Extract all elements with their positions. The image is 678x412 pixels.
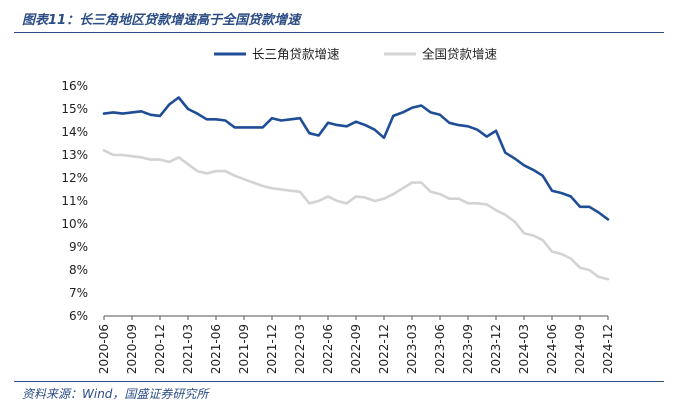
x-axis: 2020-06 2020-09 2020-12 2021-03 2021-06 2021-… (97, 315, 615, 374)
x-tick-label: 2021-03 (181, 324, 195, 374)
x-tick-label: 2023-12 (489, 324, 503, 374)
bottom-rule (14, 381, 664, 382)
figure-source: 资料来源：Wind，国盛证券研究所 (22, 387, 209, 401)
x-tick-label: 2022-03 (293, 324, 307, 374)
legend-label: 长三角贷款增速 (252, 47, 340, 62)
y-tick-label: 15% (61, 102, 88, 116)
x-tick-label: 2024-06 (545, 324, 559, 374)
x-tick-label: 2022-12 (377, 324, 391, 374)
x-tick-label: 2020-12 (153, 324, 167, 374)
x-tick-label: 2024-03 (517, 324, 531, 374)
x-tick-label: 2024-12 (601, 324, 615, 374)
series-line-yangtze-delta (102, 96, 610, 221)
x-tick-label: 2022-09 (349, 324, 363, 374)
legend-label: 全国贷款增速 (422, 47, 498, 62)
x-tick-label: 2023-03 (405, 324, 419, 374)
figure-title: 图表11：长三角地区贷款增速高于全国贷款增速 (22, 13, 301, 28)
x-tick-label: 2023-06 (433, 324, 447, 374)
y-tick-label: 11% (61, 194, 88, 208)
x-tick-label: 2021-12 (265, 324, 279, 374)
x-tick-label: 2021-09 (237, 324, 251, 374)
x-tick-label: 2021-06 (209, 324, 223, 374)
y-tick-label: 12% (61, 171, 88, 185)
x-tick-label: 2020-09 (125, 324, 139, 374)
y-tick-label: 8% (69, 263, 88, 277)
legend: 长三角贷款增速 全国贷款增速 (214, 47, 498, 62)
x-tick-label: 2020-06 (97, 324, 111, 374)
x-tick-label: 2022-06 (321, 324, 335, 374)
y-tick-label: 16% (61, 79, 88, 93)
x-tick-label: 2023-09 (461, 324, 475, 374)
series-line-national (102, 149, 610, 281)
x-tick-label: 2024-09 (573, 324, 587, 374)
y-tick-label: 13% (61, 148, 88, 162)
series-lines (102, 96, 610, 281)
top-rule (14, 32, 664, 33)
y-tick-label: 9% (69, 240, 88, 254)
y-tick-label: 10% (61, 217, 88, 231)
y-tick-label: 7% (69, 286, 88, 300)
y-axis: 6% 7% 8% 9% 10% 11% 12% 13% 14% 15% 16% (61, 79, 88, 323)
y-tick-label: 6% (69, 309, 88, 323)
y-tick-label: 14% (61, 125, 88, 139)
